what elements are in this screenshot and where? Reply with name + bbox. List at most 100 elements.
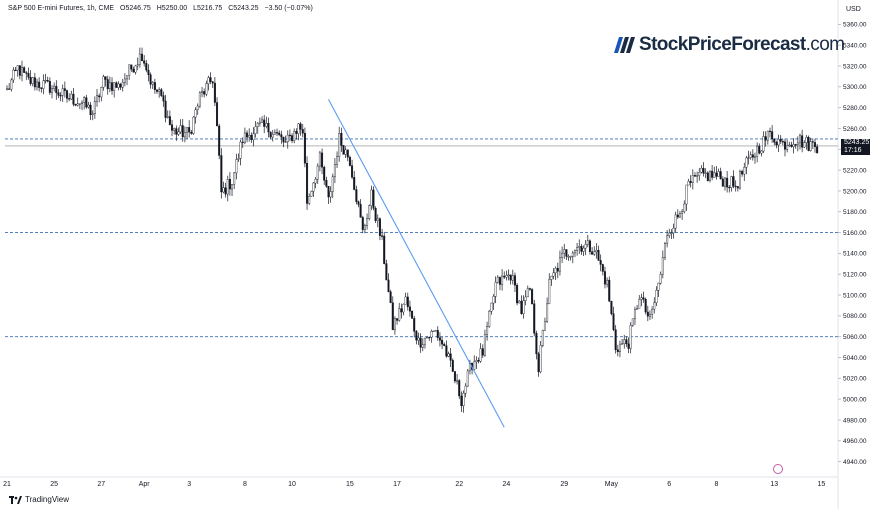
candle-body bbox=[505, 275, 508, 278]
candle-body bbox=[389, 291, 392, 303]
candle-body bbox=[511, 275, 514, 281]
candle-body bbox=[293, 131, 296, 141]
candle-body bbox=[8, 88, 11, 90]
candle-body bbox=[685, 184, 688, 205]
candle-body bbox=[383, 235, 386, 264]
candle-body bbox=[207, 77, 210, 84]
candle-body bbox=[359, 204, 362, 218]
candle-body bbox=[768, 130, 771, 133]
candle-body bbox=[790, 144, 793, 147]
candle-body bbox=[434, 330, 437, 332]
candle-body bbox=[38, 81, 41, 88]
candle-body bbox=[61, 88, 64, 96]
y-tick-label: 5160.00 bbox=[843, 230, 867, 237]
candle-body bbox=[453, 371, 456, 382]
candle-body bbox=[63, 88, 66, 91]
chart-settings-icon bbox=[773, 464, 783, 474]
current-price-value: 5243.25 bbox=[844, 139, 870, 146]
candle-body bbox=[143, 60, 146, 64]
candle-body bbox=[108, 82, 111, 90]
candle-body bbox=[276, 132, 279, 134]
candle-body bbox=[552, 272, 555, 277]
candle-body bbox=[102, 76, 105, 88]
candle-body bbox=[456, 380, 459, 382]
x-tick-label: Apr bbox=[139, 481, 151, 488]
candle-body bbox=[254, 126, 257, 134]
y-tick-label: 5180.00 bbox=[843, 209, 867, 216]
candle-body bbox=[464, 385, 467, 394]
candle-body bbox=[522, 300, 525, 314]
y-tick-label: 4960.00 bbox=[843, 438, 867, 445]
candle-body bbox=[747, 157, 750, 159]
candle-body bbox=[661, 257, 664, 275]
candle-body bbox=[261, 119, 264, 123]
candle-body bbox=[33, 77, 36, 88]
candle-body bbox=[653, 302, 656, 310]
candle-body bbox=[528, 288, 531, 290]
candle-body bbox=[104, 76, 107, 80]
candle-body bbox=[220, 155, 223, 193]
candle-body bbox=[657, 282, 660, 291]
candle-body bbox=[426, 337, 429, 339]
candle-body bbox=[783, 141, 786, 150]
candle-body bbox=[447, 353, 450, 357]
candle-body bbox=[736, 186, 739, 189]
tradingview-branding[interactable]: TradingView bbox=[9, 495, 69, 504]
candle-body bbox=[813, 142, 816, 147]
candle-body bbox=[745, 157, 748, 168]
candle-body bbox=[629, 325, 632, 349]
candle-body bbox=[642, 297, 645, 300]
candle-body bbox=[708, 170, 711, 181]
candle-body bbox=[533, 303, 536, 334]
candle-body bbox=[156, 89, 159, 92]
candle-body bbox=[554, 268, 557, 274]
candle-body bbox=[160, 89, 163, 96]
y-tick-label: 5260.00 bbox=[843, 126, 867, 133]
candle-body bbox=[404, 296, 407, 305]
candle-body bbox=[201, 91, 204, 94]
candle-body bbox=[194, 109, 197, 118]
candle-body bbox=[689, 181, 692, 183]
x-tick-label: 3 bbox=[187, 481, 191, 488]
candle-body bbox=[381, 235, 384, 237]
logo-slashes-icon bbox=[614, 37, 635, 53]
candle-body bbox=[706, 172, 709, 181]
y-tick-label: 5020.00 bbox=[843, 376, 867, 383]
candle-body bbox=[518, 300, 521, 304]
candle-body bbox=[612, 313, 615, 330]
candle-body bbox=[173, 128, 176, 131]
candle-body bbox=[406, 296, 409, 308]
candle-body bbox=[670, 232, 673, 234]
candle-body bbox=[391, 302, 394, 331]
candle-body bbox=[668, 232, 671, 236]
candle-body bbox=[351, 165, 354, 178]
candle-body bbox=[734, 185, 737, 188]
candle-body bbox=[301, 129, 304, 134]
candle-body bbox=[100, 87, 103, 98]
candle-body bbox=[687, 181, 690, 186]
candle-body bbox=[297, 123, 300, 134]
candle-body bbox=[128, 64, 131, 76]
candle-body bbox=[567, 256, 570, 258]
candle-body bbox=[640, 297, 643, 300]
candle-body bbox=[608, 279, 611, 302]
candle-body bbox=[571, 252, 574, 257]
candle-body bbox=[27, 73, 30, 78]
candle-body bbox=[659, 273, 662, 284]
candle-body bbox=[396, 318, 399, 321]
candle-body bbox=[166, 116, 169, 118]
candle-body bbox=[175, 128, 178, 135]
y-tick-label: 5060.00 bbox=[843, 334, 867, 341]
candle-body bbox=[539, 345, 542, 373]
candle-body bbox=[231, 184, 234, 190]
candle-body bbox=[312, 182, 315, 192]
candle-body bbox=[318, 152, 321, 167]
candle-body bbox=[141, 53, 144, 61]
candle-body bbox=[786, 145, 789, 150]
candle-body bbox=[766, 130, 769, 141]
candle-body bbox=[796, 142, 799, 145]
candle-body bbox=[228, 179, 231, 190]
candle-body bbox=[479, 348, 482, 362]
candle-body bbox=[621, 343, 624, 345]
